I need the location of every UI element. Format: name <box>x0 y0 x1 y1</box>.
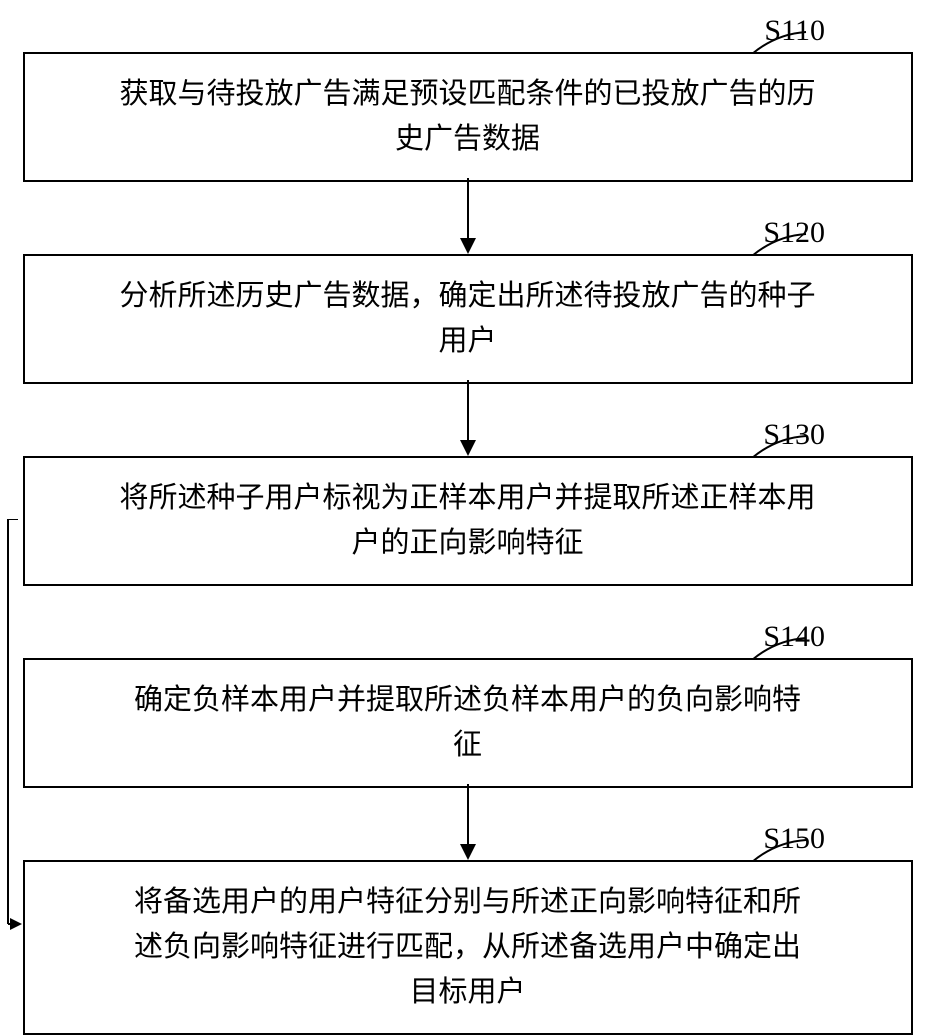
arrow-s140-s150 <box>453 784 483 860</box>
flowchart-container: S110 获取与待投放广告满足预设匹配条件的已投放广告的历 史广告数据 S120… <box>0 0 935 1000</box>
step-box-s150: 将备选用户的用户特征分别与所述正向影响特征和所 述负向影响特征进行匹配，从所述备… <box>23 860 913 1035</box>
step-text: 用户 <box>438 325 496 357</box>
step-text: 史广告数据 <box>395 123 540 155</box>
step-s150: 将备选用户的用户特征分别与所述正向影响特征和所 述负向影响特征进行匹配，从所述备… <box>0 860 935 1035</box>
step-s120: 分析所述历史广告数据，确定出所述待投放广告的种子 用户 <box>0 254 935 384</box>
step-box-s140: 确定负样本用户并提取所述负样本用户的负向影响特 征 <box>23 658 913 788</box>
step-text: 将备选用户的用户特征分别与所述正向影响特征和所 <box>134 886 801 918</box>
step-text: 将所述种子用户标视为正样本用户并提取所述正样本用 <box>119 482 815 514</box>
step-box-s110: 获取与待投放广告满足预设匹配条件的已投放广告的历 史广告数据 <box>23 52 913 182</box>
step-text: 获取与待投放广告满足预设匹配条件的已投放广告的历 <box>119 78 815 110</box>
step-s110: 获取与待投放广告满足预设匹配条件的已投放广告的历 史广告数据 <box>0 52 935 182</box>
step-box-s120: 分析所述历史广告数据，确定出所述待投放广告的种子 用户 <box>23 254 913 384</box>
step-box-s130: 将所述种子用户标视为正样本用户并提取所述正样本用 户的正向影响特征 <box>23 456 913 586</box>
step-text: 分析所述历史广告数据，确定出所述待投放广告的种子 <box>119 280 815 312</box>
step-text: 目标用户 <box>409 976 525 1008</box>
step-text: 确定负样本用户并提取所述负样本用户的负向影响特 <box>134 684 801 716</box>
step-text: 户的正向影响特征 <box>351 527 583 559</box>
side-arrow-s130-s150 <box>0 519 30 939</box>
step-text: 征 <box>453 729 482 761</box>
arrow-s120-s130 <box>453 380 483 456</box>
step-text: 述负向影响特征进行匹配，从所述备选用户中确定出 <box>134 931 801 963</box>
step-s140: 确定负样本用户并提取所述负样本用户的负向影响特 征 <box>0 658 935 788</box>
arrow-s110-s120 <box>453 178 483 254</box>
step-s130: 将所述种子用户标视为正样本用户并提取所述正样本用 户的正向影响特征 <box>0 456 935 586</box>
